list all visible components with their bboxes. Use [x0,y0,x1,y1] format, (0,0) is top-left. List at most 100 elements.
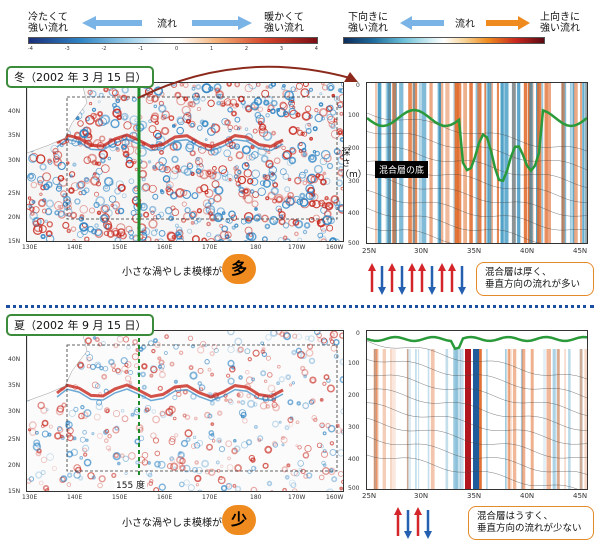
eddy-mark [195,83,202,90]
eddy-mark [124,375,132,382]
eddy-mark [151,348,156,354]
eddy-mark [300,88,310,98]
eddy-mark [196,439,203,447]
eddy-mark [328,120,336,128]
eddy-mark [303,222,311,229]
eddy-mark [271,130,277,136]
winter-mixed-layer-label: 混合層の底 [375,161,429,178]
eddy-mark [202,199,212,208]
eddy-mark [242,196,246,200]
eddy-mark [337,449,343,457]
eddy-mark [210,422,215,426]
eddy-mark [188,484,195,491]
eddy-mark [115,98,121,104]
eddy-mark [208,430,215,436]
eddy-mark [65,424,71,430]
eddy-mark [306,472,313,479]
eddy-mark [154,460,161,468]
eddy-mark [83,458,92,467]
eddy-mark [227,239,233,241]
velocity-stripe [504,83,509,243]
eddy-mark [244,127,249,131]
eddy-mark [267,151,271,155]
eddy-mark [231,225,236,230]
eddy-mark [298,149,303,153]
eddy-mark [158,364,162,369]
eddy-mark [278,376,285,383]
down-arrow [398,266,406,295]
eddy-mark [281,151,291,161]
eddy-mark [28,204,33,209]
legend-left-warm-label: 暖かくて 強い流れ [264,12,304,34]
eddy-mark [289,383,293,387]
eddy-mark [62,201,69,207]
eddy-mark [330,331,338,339]
eddy-mark [204,344,208,348]
eddy-mark [77,361,85,369]
eddy-mark [68,409,76,417]
velocity-stripe [486,349,488,489]
eddy-mark [158,483,166,491]
eddy-mark [284,474,290,480]
eddy-mark [232,484,237,488]
eddy-mark [288,107,297,116]
eddy-mark [264,174,271,181]
eddy-mark [93,413,101,421]
eddy-mark [91,228,98,235]
velocity-stripe [543,349,546,489]
eddy-mark [173,379,178,384]
eddy-mark [149,365,157,372]
eddy-mark [210,372,215,377]
eddy-mark [139,160,148,170]
eddy-mark [271,401,278,408]
eddy-mark [158,230,166,237]
eddy-mark [79,214,85,219]
eddy-mark [107,448,112,452]
eddy-mark [333,339,340,346]
velocity-stripe [374,349,376,489]
eddy-mark [206,443,214,451]
eddy-mark [159,411,167,419]
eddy-mark [320,238,328,241]
down-arrow [428,266,436,295]
eddy-mark [238,375,243,380]
isotherm-contour [367,226,453,243]
eddy-mark [27,172,36,182]
eddy-mark [273,220,276,224]
eddy-mark [281,466,288,473]
eddy-mark [297,129,304,136]
summer-vertical-section [366,330,588,490]
eddy-mark [295,333,302,340]
eddy-mark [327,115,336,124]
eddy-mark [116,335,124,343]
eddy-mark [206,238,216,241]
eddy-mark [227,398,233,404]
up-arrow [438,263,446,292]
velocity-stripe [586,83,587,243]
eddy-mark [189,101,196,108]
eddy-mark [279,101,287,109]
eddy-mark [41,419,49,427]
eddy-mark [260,370,267,377]
eddy-mark [81,444,90,452]
eddy-mark [157,356,162,361]
eddy-mark [308,87,314,92]
eddy-mark [286,463,291,468]
eddy-mark [288,218,297,227]
eddy-mark [154,450,161,457]
eddy-mark [265,334,272,341]
eddy-mark [172,141,182,151]
eddy-mark [211,343,218,350]
eddy-mark [94,191,99,197]
eddy-mark [329,468,334,473]
eddy-mark [267,372,273,378]
eddy-mark [87,153,97,164]
eddy-mark [233,125,239,131]
eddy-mark [120,408,125,413]
eddy-mark [187,228,193,234]
summer-callout-line2: 垂直方向の流れが少ない [477,523,582,534]
up-arrow [394,507,402,536]
eddy-mark [244,226,253,235]
eddy-mark [117,207,125,215]
eddy-mark [169,361,175,367]
